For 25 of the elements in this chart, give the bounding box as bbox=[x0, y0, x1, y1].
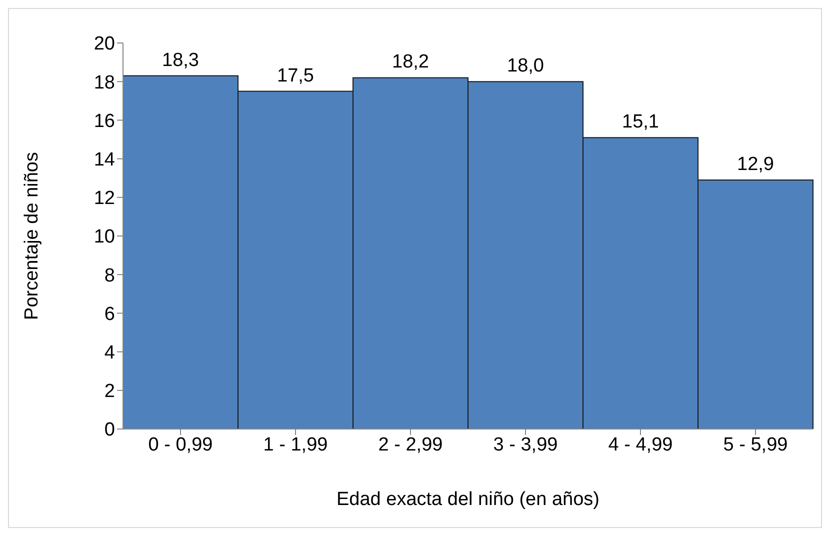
y-tick-label: 12 bbox=[94, 188, 115, 210]
x-tick-label: 1 - 1,99 bbox=[263, 434, 328, 456]
y-tick-label: 20 bbox=[94, 34, 115, 55]
y-axis-title: Porcentaje de niños bbox=[22, 152, 43, 320]
y-tick-label: 8 bbox=[104, 265, 115, 286]
y-tick-label: 4 bbox=[104, 342, 116, 364]
x-tick-label: 3 - 3,99 bbox=[493, 434, 558, 456]
x-axis-title: Edad exacta del niño (en años) bbox=[336, 489, 600, 510]
data-label: 15,1 bbox=[622, 112, 659, 133]
data-label: 18,2 bbox=[392, 52, 429, 73]
data-label: 12,9 bbox=[737, 154, 774, 176]
data-label: 18,3 bbox=[162, 50, 199, 71]
y-tick-label: 10 bbox=[94, 226, 115, 248]
y-tick-label: 2 bbox=[104, 381, 115, 402]
y-tick-label: 18 bbox=[94, 72, 115, 94]
data-label: 18,0 bbox=[507, 56, 544, 77]
x-tick-label: 0 - 0,99 bbox=[148, 434, 213, 456]
x-tick-label: 5 - 5,99 bbox=[723, 434, 788, 456]
x-tick-label: 2 - 2,99 bbox=[378, 434, 443, 456]
y-tick-label: 6 bbox=[104, 304, 115, 325]
x-tick-label: 4 - 4,99 bbox=[608, 434, 673, 456]
data-label: 17,5 bbox=[277, 65, 314, 86]
y-tick-label: 14 bbox=[94, 150, 116, 171]
y-tick-label: 16 bbox=[94, 110, 115, 132]
y-tick-label: 0 bbox=[104, 420, 115, 441]
